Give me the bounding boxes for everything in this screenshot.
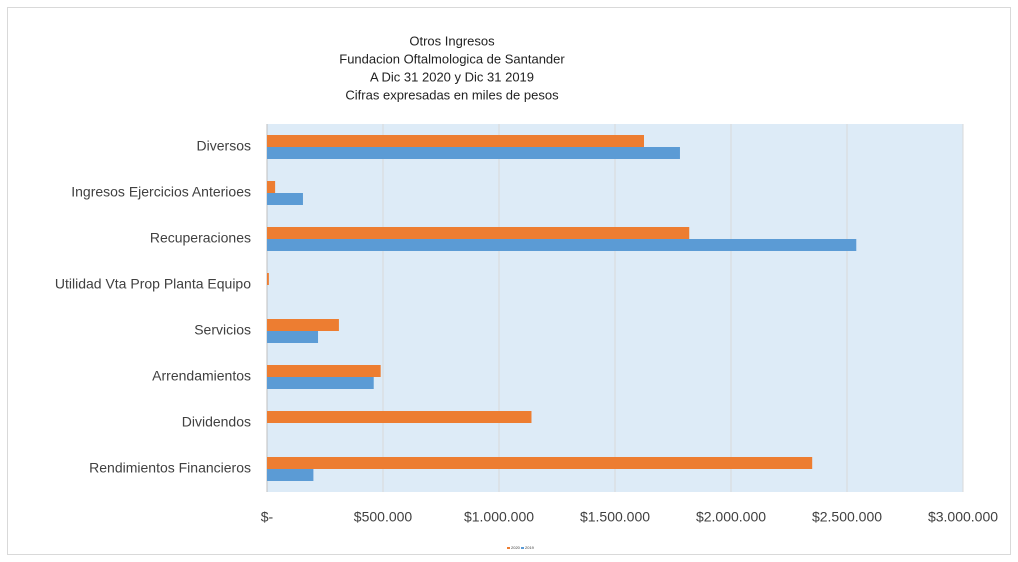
bar: [267, 239, 857, 251]
legend-swatch: [521, 547, 524, 549]
x-tick-label: $500.000: [354, 509, 413, 525]
y-tick-label: Arrendamientos: [152, 368, 251, 384]
bar: [267, 469, 314, 481]
x-tick-label: $2.000.000: [696, 509, 766, 525]
bar: [267, 319, 339, 331]
x-tick-label: $2.500.000: [812, 509, 882, 525]
y-tick-label: Recuperaciones: [150, 230, 251, 246]
x-tick-label: $3.000.000: [928, 509, 998, 525]
bar: [267, 147, 680, 159]
legend-label: 2020: [511, 545, 521, 550]
bar: [267, 273, 269, 285]
chart-title: Fundacion Oftalmologica de Santander: [339, 51, 565, 66]
chart-title: Cifras expresadas en miles de pesos: [345, 87, 559, 102]
x-tick-label: $1.500.000: [580, 509, 650, 525]
y-tick-label: Diversos: [197, 138, 251, 154]
bar: [267, 457, 813, 469]
bar: [267, 365, 381, 377]
y-tick-label: Ingresos Ejercicios Anterioes: [71, 184, 251, 200]
x-tick-label: $1.000.000: [464, 509, 534, 525]
chart-title: Otros Ingresos: [409, 33, 495, 48]
bar: [267, 331, 319, 343]
legend-swatch: [507, 547, 510, 549]
y-tick-label: Rendimientos Financieros: [89, 460, 251, 476]
bar: [267, 193, 303, 205]
bar: [267, 377, 374, 389]
bar: [267, 135, 644, 147]
y-tick-label: Utilidad Vta Prop Planta Equipo: [55, 276, 251, 292]
bar: [267, 227, 690, 239]
legend-label: 2019: [525, 545, 535, 550]
x-tick-label: $-: [261, 509, 274, 525]
bar: [267, 411, 532, 423]
bar: [267, 181, 276, 193]
y-tick-label: Servicios: [194, 322, 251, 338]
y-tick-label: Dividendos: [182, 414, 251, 430]
chart-title: A Dic 31 2020 y Dic 31 2019: [370, 69, 534, 84]
